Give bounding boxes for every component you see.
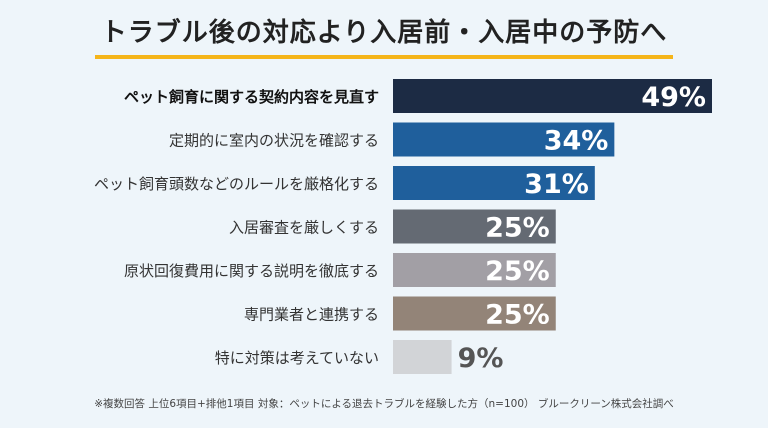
- bar-7: [393, 340, 452, 374]
- value-label-1: 49%: [641, 82, 706, 113]
- bar-3: [393, 166, 595, 200]
- category-label-1: ペット飼育に関する契約内容を見直す: [124, 88, 379, 106]
- bar-1: [393, 79, 712, 113]
- category-label-4: 入居審査を厳しくする: [229, 219, 379, 237]
- value-label-2: 34%: [544, 126, 609, 157]
- bar-2: [393, 122, 615, 157]
- value-label-5: 25%: [485, 256, 550, 287]
- category-label-5: 原状回復費用に関する説明を徹底する: [124, 262, 379, 280]
- title-wrap: トラブル後の対応より入居前・入居中の予防へ: [0, 12, 768, 59]
- category-label-2: 定期的に室内の状況を確認する: [169, 132, 379, 150]
- chart-title: トラブル後の対応より入居前・入居中の予防へ: [94, 12, 674, 59]
- bar-6: [393, 296, 556, 331]
- value-label-7: 9%: [458, 343, 504, 374]
- footnote: ※複数回答 上位6項目+排他1項目 対象：ペットによる退去トラブルを経験した方（…: [94, 398, 674, 410]
- value-label-6: 25%: [485, 300, 550, 331]
- category-label-6: 専門業者と連携する: [244, 306, 379, 324]
- bar-5: [393, 253, 556, 287]
- value-label-3: 31%: [524, 169, 589, 200]
- category-label-7: 特に対策は考えていない: [215, 349, 379, 367]
- value-label-4: 25%: [485, 213, 550, 244]
- bar-4: [393, 209, 556, 244]
- category-label-3: ペット飼育頭数などのルールを厳格化する: [94, 175, 379, 193]
